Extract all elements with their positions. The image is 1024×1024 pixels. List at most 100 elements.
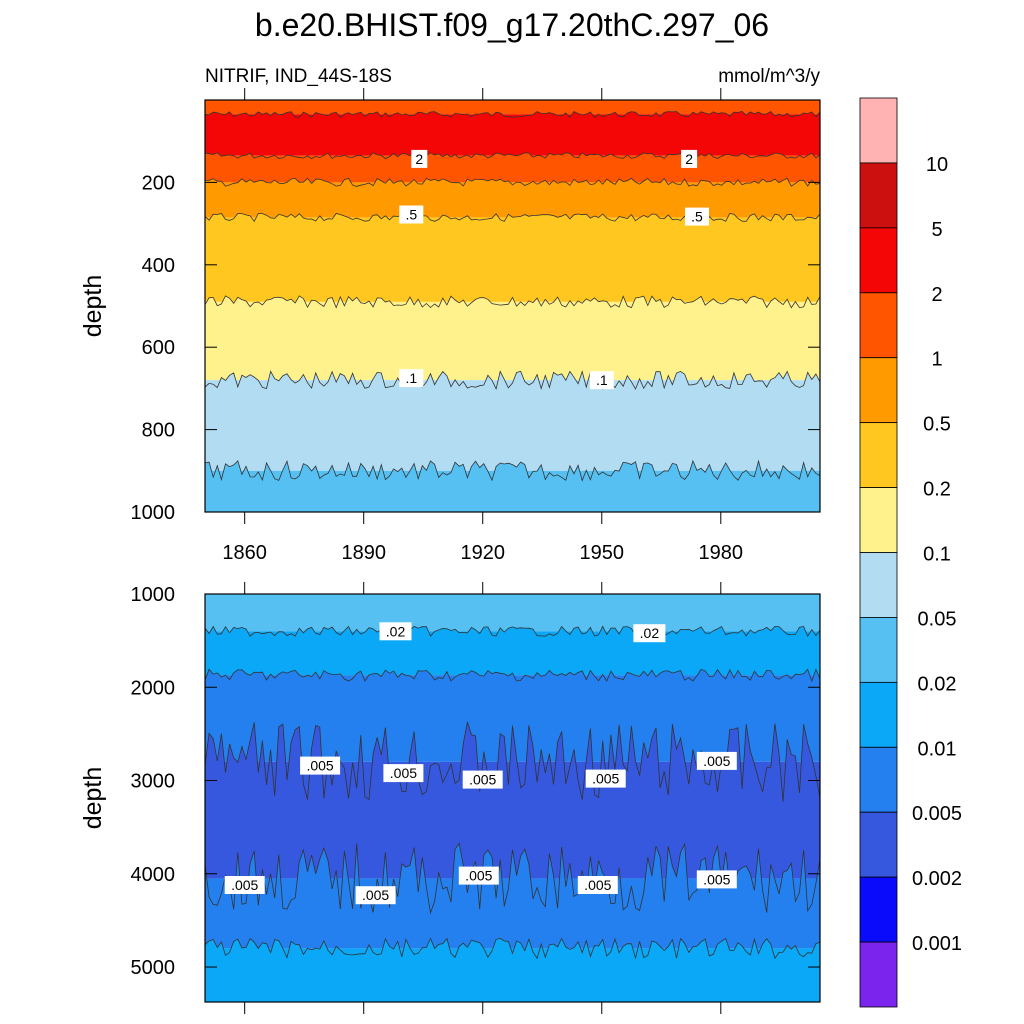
ytick-label: 4000	[131, 864, 176, 886]
contour-label-text: .005	[703, 871, 730, 887]
contour-line-0-5	[204, 370, 821, 391]
ytick-label: 2000	[131, 677, 176, 699]
colorbar-label: 0.01	[918, 738, 957, 760]
contour-label-text: .005	[362, 887, 389, 903]
contour-label-box	[411, 149, 428, 168]
contour-label-0-2: .5	[399, 205, 424, 224]
contour-line-0-1	[204, 152, 821, 160]
contour-label-1-6: .005	[696, 751, 737, 770]
colorbar-label: 2	[931, 284, 942, 306]
ytick-label: 1000	[131, 584, 176, 606]
contour-label-0-5: .1	[589, 371, 614, 390]
band-edge-fill-0-2	[205, 178, 820, 200]
colorbar-label: 0.001	[912, 933, 962, 955]
bottom-panel-frame	[204, 593, 821, 1003]
ytick-label: 800	[142, 420, 175, 442]
contour-label-box	[681, 149, 698, 168]
band-edge-fill-0-3	[205, 213, 820, 260]
contour-label-text: .005	[306, 758, 333, 774]
xtick-label: 1920	[460, 542, 505, 564]
contour-line-1-2	[204, 721, 821, 802]
colorbar-swatch	[859, 357, 898, 424]
top-panel-ylabel: depth	[79, 275, 107, 338]
band-edge-fill-0-0	[205, 111, 820, 136]
contour-label-box	[685, 207, 709, 226]
colorbar-label: 0.1	[923, 544, 951, 566]
contour-label-1-9: .005	[458, 866, 499, 885]
contour-label-box	[383, 764, 424, 783]
contour-label-box	[633, 624, 666, 643]
contour-label-text: .5	[405, 207, 417, 223]
colorbar-swatch	[859, 811, 898, 878]
xtick-label: 1950	[580, 542, 625, 564]
colorbar: 10 5 2 1 0.5 0.2 0.1 0.05 0.02 0.01 0.005 0.002 0.00…	[859, 97, 962, 1008]
colorbar-swatch	[859, 941, 898, 1008]
colorbar-label: 0.005	[912, 803, 962, 825]
band-edge-fill-0-4	[205, 295, 820, 342]
band-edge-fill-0-5	[205, 371, 820, 426]
colorbar-label: 1	[931, 349, 942, 371]
colorbar-swatch	[859, 487, 898, 553]
contour-label-text: .005	[469, 772, 496, 788]
band-edge-fill-0-6	[205, 460, 820, 492]
colorbar-label: 0.002	[912, 868, 962, 890]
contour-label-text: .1	[596, 372, 608, 388]
contour-label-box	[696, 751, 737, 770]
contour-label-1-5: .005	[585, 769, 626, 788]
colorbar-label: 10	[926, 154, 948, 176]
contour-label-box	[379, 622, 412, 641]
colorbar-swatch	[859, 681, 898, 748]
contour-line-0-4	[204, 295, 821, 309]
contour-label-text: .005	[465, 868, 492, 884]
xtick-label: 1860	[222, 542, 267, 564]
contour-label-0-4: .1	[399, 369, 424, 388]
band-1-0	[205, 594, 820, 632]
contour-label-1-10: .005	[577, 876, 618, 894]
colorbar-label: 0.05	[918, 608, 957, 630]
contour-label-1-4: .005	[462, 770, 503, 789]
contour-label-box	[585, 769, 626, 788]
contour-label-text: .005	[584, 877, 611, 893]
contour-label-0-0: 2	[411, 149, 428, 168]
contour-label-text: .005	[703, 753, 730, 769]
chart-units: mmol/m^3/y	[718, 66, 820, 87]
colorbar-swatch	[859, 617, 898, 683]
band-edge-fill-1-2	[205, 722, 820, 821]
contour-label-text: .1	[405, 370, 417, 386]
chart-subtitle-left: NITRIF, IND_44S-18S	[205, 66, 392, 87]
contour-label-1-2: .005	[300, 756, 341, 775]
colorbar-swatch	[859, 422, 898, 488]
contour-label-0-1: 2	[681, 149, 698, 168]
contour-label-text: .02	[640, 625, 660, 641]
top-panel-frame	[204, 99, 821, 513]
colorbar-swatch	[859, 876, 898, 943]
colorbar-swatch	[859, 552, 898, 618]
contour-label-1-1: .02	[633, 624, 666, 643]
colorbar-swatch	[859, 292, 898, 359]
colorbar-label: 0.5	[923, 414, 951, 436]
band-0-0	[205, 100, 820, 115]
contour-line-0-2	[204, 177, 821, 187]
contour-label-box	[399, 205, 424, 224]
colorbar-label: 0.2	[923, 479, 951, 501]
contour-label-box	[300, 756, 341, 775]
contour-label-0-3: .5	[685, 207, 709, 226]
contour-label-text: .005	[390, 765, 417, 781]
xtick-label: 1890	[341, 542, 386, 564]
contour-label-box	[577, 876, 618, 894]
contour-label-box	[355, 886, 396, 905]
contour-line-1-1	[204, 668, 821, 683]
xtick-label: 1980	[699, 542, 744, 564]
bottom-panel-ylabel: depth	[79, 767, 107, 830]
contour-line-0-0	[204, 110, 821, 118]
colorbar-label: 5	[931, 219, 942, 241]
contour-label-text: .005	[231, 877, 258, 893]
band-edge-fill-1-1	[205, 669, 820, 719]
contour-line-0-6	[204, 459, 821, 482]
contour-label-text: .5	[691, 209, 703, 225]
colorbar-swatch	[859, 97, 898, 164]
contour-label-1-8: .005	[355, 886, 396, 905]
ytick-label: 200	[142, 172, 175, 194]
contour-label-box	[696, 870, 737, 889]
